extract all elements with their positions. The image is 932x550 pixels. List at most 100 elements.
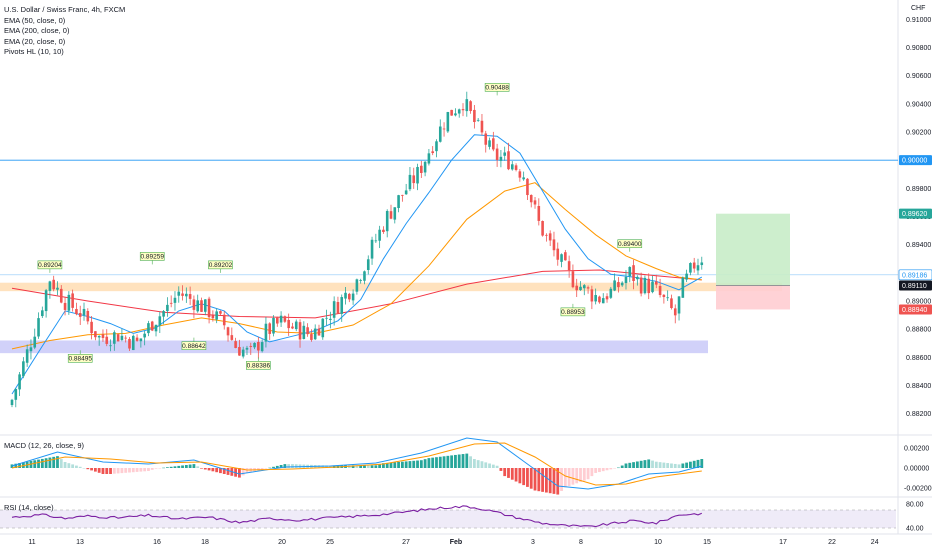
macd-histogram-bar (503, 468, 507, 477)
macd-histogram-bar (139, 468, 143, 472)
candle-body (590, 289, 594, 302)
target-zone (716, 213, 790, 286)
candle-body (567, 261, 571, 271)
indicator-ema50[interactable]: EMA (50, close, 0) (4, 15, 66, 25)
candle-body (230, 335, 234, 340)
macd-histogram-bar (188, 464, 192, 468)
candle-body (283, 316, 287, 322)
macd-histogram-bar (435, 457, 438, 468)
price-tag-label-level: 0.90000 (902, 158, 927, 165)
candle-body (63, 302, 67, 310)
candle-body (306, 327, 309, 335)
candle-body (329, 318, 332, 320)
candle-body (105, 336, 109, 344)
candle-body (355, 279, 359, 292)
candle-body (86, 310, 90, 322)
candle-body (636, 276, 639, 280)
macd-histogram-bar (173, 466, 177, 468)
candle-body (514, 165, 518, 170)
rsi-label[interactable]: RSI (14, close) (4, 503, 54, 512)
time-tick-15: 15 (703, 539, 711, 546)
candle-body (143, 333, 146, 338)
macd-tick--0.00200: -0.00200 (904, 486, 932, 493)
ema50-line (11, 182, 702, 350)
candle-body (632, 265, 635, 282)
candle-body (533, 200, 537, 205)
macd-histogram-bar (147, 468, 150, 471)
candle-body (120, 335, 124, 340)
candle-body (181, 293, 184, 296)
macd-histogram-bar (438, 456, 442, 468)
candle-body (18, 374, 21, 390)
candle-body (310, 334, 313, 340)
pivot-box-0 (37, 260, 63, 270)
pivot-label-8: 0.89400 (618, 241, 642, 248)
indicator-ema200[interactable]: EMA (200, close, 0) (4, 26, 70, 36)
candle-body (78, 313, 82, 317)
macd-histogram-bar (491, 464, 495, 468)
candle-body (389, 211, 393, 219)
macd-histogram-bar (412, 460, 416, 468)
candle-body (196, 300, 200, 312)
candle-body (586, 287, 590, 289)
macd-histogram-bar (450, 455, 454, 468)
macd-histogram-bar (40, 458, 44, 468)
macd-histogram-bar (529, 468, 533, 489)
macd-histogram-bar (465, 453, 469, 468)
macd-histogram-bar (226, 468, 230, 475)
candle-body (10, 399, 14, 406)
macd-histogram-bar (109, 468, 112, 474)
candle-body (366, 259, 370, 270)
pivot-label-5: 0.88386 (247, 363, 271, 370)
macd-histogram-bar (52, 456, 56, 468)
candle-body (480, 120, 484, 133)
macd-histogram-bar (590, 468, 594, 477)
rsi-band (0, 510, 896, 528)
symbol-title[interactable]: U.S. Dollar / Swiss Franc, 4h, FXCM (4, 5, 126, 14)
candle-body (71, 293, 74, 308)
macd-histogram-bar (245, 468, 249, 474)
macd-histogram-bar (116, 468, 120, 474)
candle-body (33, 336, 37, 348)
candle-body (177, 291, 181, 296)
pivot-box-6 (484, 83, 510, 92)
macd-histogram-bar (90, 468, 93, 471)
indicator-pivots[interactable]: Pivots HL (10, 10) (4, 47, 64, 57)
macd-histogram-bar (499, 468, 503, 471)
macd-histogram-bar (692, 460, 696, 468)
price-tag-label-stop: 0.88940 (902, 307, 927, 314)
candle-body (260, 342, 264, 352)
macd-histogram-bar (563, 468, 567, 488)
candle-body (336, 302, 340, 314)
candle-body (131, 335, 135, 351)
candle-body (147, 323, 150, 334)
resistance-zone (0, 282, 782, 292)
candle-body (564, 252, 567, 261)
macd-histogram-bar (294, 464, 298, 468)
macd-histogram-bar (681, 463, 685, 468)
candle-body (431, 151, 434, 154)
price-tick-0.88600: 0.88600 (906, 355, 931, 362)
candle-body (545, 234, 548, 236)
candle-body (681, 277, 685, 298)
macd-histogram-bar (586, 468, 590, 480)
macd-histogram-bar (582, 468, 586, 481)
candle-body (25, 349, 29, 363)
rsi-pane (0, 505, 896, 529)
pivot-label-4: 0.89202 (209, 262, 233, 269)
macd-histogram-bar (537, 468, 541, 492)
chart-legend: U.S. Dollar / Swiss Franc, 4h, FXCM EMA … (4, 5, 125, 58)
price-tick-0.89000: 0.89000 (906, 299, 931, 306)
macd-histogram-bar (291, 464, 294, 468)
indicator-ema20[interactable]: EMA (20, close, 0) (4, 36, 66, 46)
macd-label[interactable]: MACD (12, 26, close, 9) (4, 441, 85, 450)
candle-body (162, 311, 165, 317)
macd-histogram-bar (696, 459, 700, 468)
macd-histogram-bar (601, 468, 605, 472)
price-tag-level (899, 155, 932, 166)
macd-histogram-bar (442, 456, 446, 468)
candle-body (469, 101, 472, 112)
macd-histogram-bar (44, 458, 48, 468)
